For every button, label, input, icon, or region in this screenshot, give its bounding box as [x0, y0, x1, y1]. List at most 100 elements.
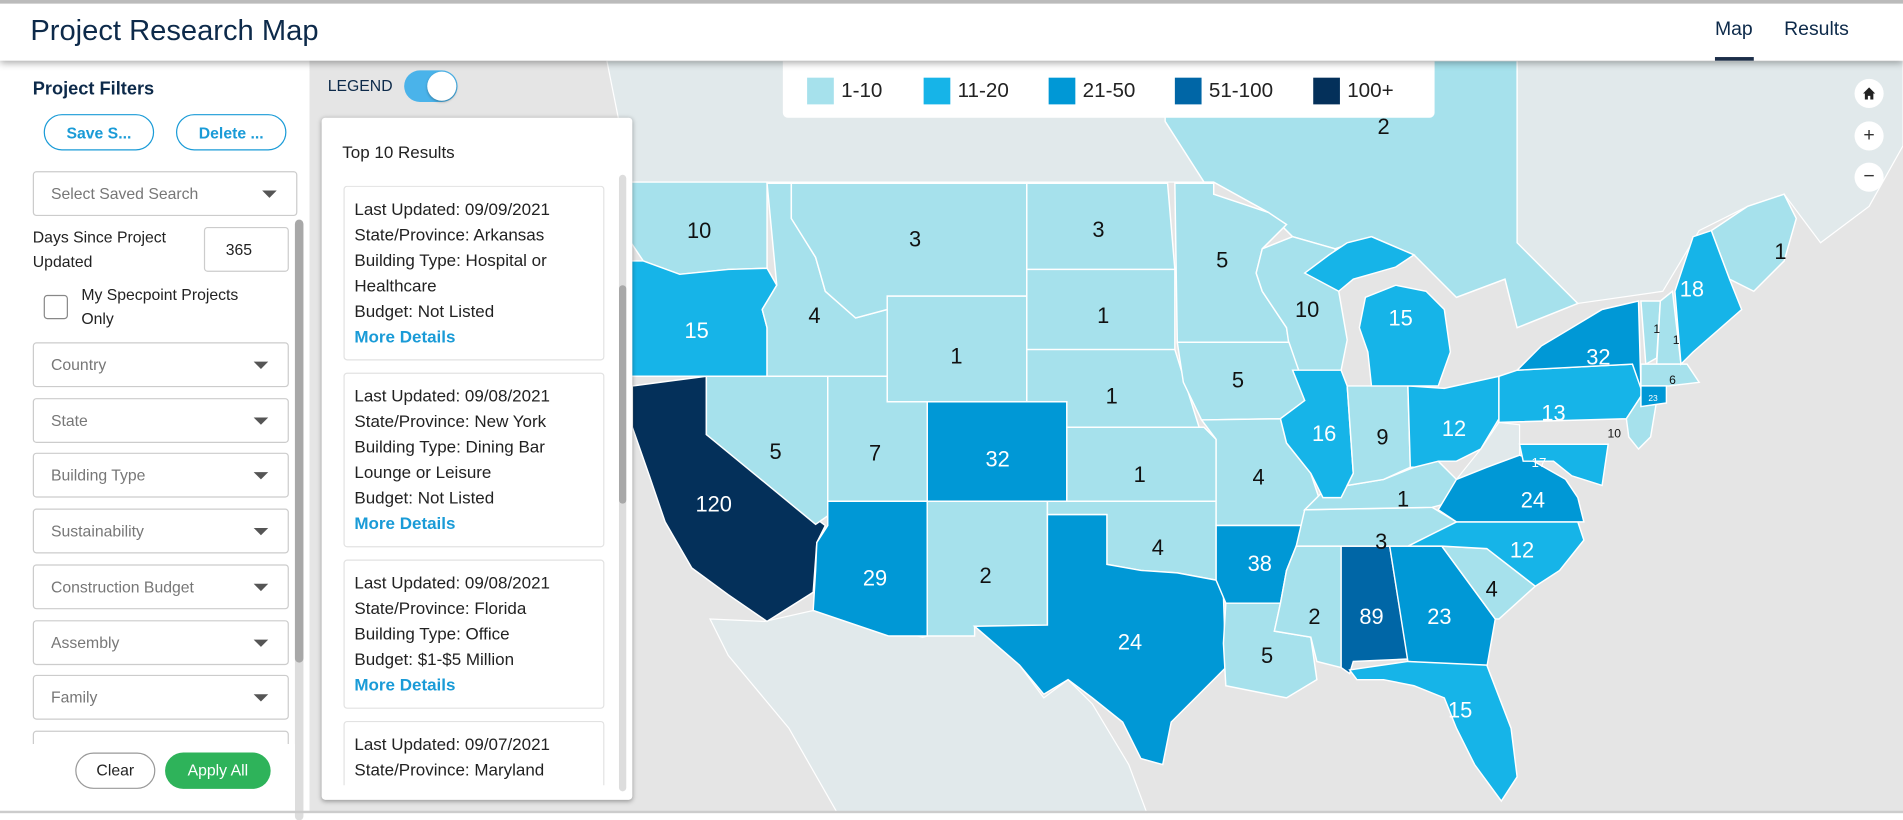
region-il[interactable] [1279, 369, 1355, 499]
filter-label: State [50, 411, 88, 430]
my-projects-label: My Specpoint Projects Only [81, 283, 238, 332]
filter-select-assembly[interactable]: Assembly [32, 620, 289, 666]
chevron-down-icon [262, 190, 277, 198]
region-count-label: 3 [1375, 529, 1387, 554]
region-count-label: 13 [1541, 400, 1565, 425]
tab-results[interactable]: Results [1784, 19, 1849, 41]
region-count-label: 32 [986, 446, 1010, 471]
legend-swatch [1174, 77, 1202, 105]
filters-sidebar: Project Filters Save S... Delete ... Sel… [0, 60, 310, 820]
my-projects-checkbox[interactable] [43, 294, 68, 320]
sidebar-scrollbar-thumb[interactable] [294, 219, 304, 663]
legend-label: 51-100 [1208, 78, 1274, 102]
region-count-label: 17 [1532, 455, 1547, 470]
clear-button[interactable]: Clear [75, 752, 156, 789]
region-count-label: 29 [863, 565, 887, 590]
result-field: Budget: Not Listed [354, 300, 495, 321]
home-icon [1863, 87, 1876, 100]
region-ny[interactable] [1515, 300, 1642, 389]
region-mi[interactable] [1358, 284, 1452, 387]
more-details-link[interactable]: More Details [354, 326, 456, 346]
region-count-label: 5 [769, 439, 781, 464]
region-tx[interactable] [972, 513, 1227, 766]
apply-all-button[interactable]: Apply All [165, 752, 271, 789]
filter-label: Assembly [50, 633, 120, 652]
legend-swatch [923, 77, 951, 105]
legend-label: 100+ [1347, 78, 1394, 102]
result-field: Budget: Not Listed [354, 487, 495, 508]
days-label-line2: Updated [32, 252, 93, 271]
region-count-label: 2 [1308, 604, 1320, 629]
region-count-label: 2 [979, 563, 991, 588]
legend-swatch [1048, 77, 1076, 105]
region-md[interactable] [1518, 443, 1609, 487]
filter-select-construction-budget[interactable]: Construction Budget [32, 564, 289, 610]
region-count-label: 1 [1673, 333, 1680, 347]
region-ct[interactable] [1640, 385, 1668, 408]
region-pa[interactable] [1498, 363, 1646, 424]
region-nb[interactable] [1710, 193, 1798, 293]
chevron-down-icon [253, 694, 269, 702]
region-fl[interactable] [1348, 660, 1518, 803]
filters-title: Project Filters [32, 78, 155, 100]
region-count-label: 3 [909, 227, 921, 252]
chevron-down-icon [253, 583, 269, 592]
active-tab-indicator [1714, 57, 1754, 61]
region-count-label: 1 [1106, 383, 1118, 408]
filter-select-sustainability[interactable]: Sustainability [32, 508, 289, 554]
zoom-out-button[interactable]: − [1854, 162, 1884, 192]
region-count-label: 10 [1295, 297, 1319, 322]
home-button[interactable] [1854, 78, 1884, 109]
region-count-label: 7 [869, 440, 881, 465]
region-ma[interactable] [1640, 363, 1701, 387]
page-title: Project Research Map [30, 14, 319, 48]
app-header: Project Research Map Map Results [0, 0, 1903, 61]
save-search-button[interactable]: Save S... [43, 114, 155, 151]
result-card: Last Updated: 09/08/2021 State/Province: … [343, 372, 605, 548]
legend-item: 51-100 [1174, 77, 1274, 105]
region-me[interactable] [1674, 229, 1743, 366]
region-count-label: 5 [1261, 643, 1273, 668]
region-count-label: 23 [1648, 393, 1658, 403]
result-field: Last Updated: 09/09/2021 [354, 199, 550, 219]
filter-select-country[interactable]: Country [32, 342, 289, 388]
more-details-link[interactable]: More Details [354, 513, 456, 533]
filter-select-family[interactable]: Family [32, 674, 289, 720]
region-count-label: 23 [1427, 604, 1451, 629]
saved-search-select[interactable]: Select Saved Search [32, 171, 298, 217]
result-field: Building Type: Hospital or [354, 250, 547, 270]
results-scrollbar-thumb[interactable] [618, 285, 627, 504]
zoom-in-button[interactable]: + [1854, 121, 1884, 151]
region-count-label: 89 [1359, 604, 1383, 629]
result-field: Building Type: Dining Bar [354, 436, 545, 457]
legend-item: 1-10 [807, 77, 882, 105]
legend-item: 21-50 [1048, 77, 1135, 105]
region-count-label: 3 [1092, 217, 1104, 242]
region-count-label: 4 [1486, 576, 1498, 601]
toggle-knob [427, 71, 457, 101]
region-count-label: 1 [950, 343, 962, 368]
more-details-link[interactable]: More Details [354, 674, 456, 695]
days-label: Days Since Project Updated [33, 226, 166, 275]
filter-label: Family [50, 688, 98, 707]
days-since-updated-input[interactable]: 365 [203, 226, 289, 272]
region-oh[interactable] [1407, 375, 1500, 469]
delete-search-button[interactable]: Delete ... [175, 114, 287, 151]
region-va[interactable] [1437, 454, 1585, 523]
region-mi[interactable] [1303, 235, 1416, 293]
result-card: Last Updated: 09/07/2021 State/Province: … [343, 720, 605, 786]
days-label-line1: Days Since Project [32, 228, 167, 247]
region-count-label: 1 [1097, 303, 1109, 328]
region-count-label: 15 [685, 318, 709, 343]
filter-select-state[interactable]: State [32, 398, 289, 444]
legend-swatch [807, 77, 834, 105]
filter-select-building-type[interactable]: Building Type [32, 452, 289, 498]
filter-label: Sustainability [50, 521, 144, 541]
legend-toggle[interactable] [404, 70, 458, 102]
region-count-label: 1 [1134, 462, 1146, 487]
tab-map[interactable]: Map [1714, 19, 1753, 41]
filter-label: Country [50, 355, 107, 374]
results-panel: Top 10 Results Last Updated: 09/09/2021 S… [321, 117, 633, 800]
region-count-label: 15 [1388, 306, 1412, 331]
